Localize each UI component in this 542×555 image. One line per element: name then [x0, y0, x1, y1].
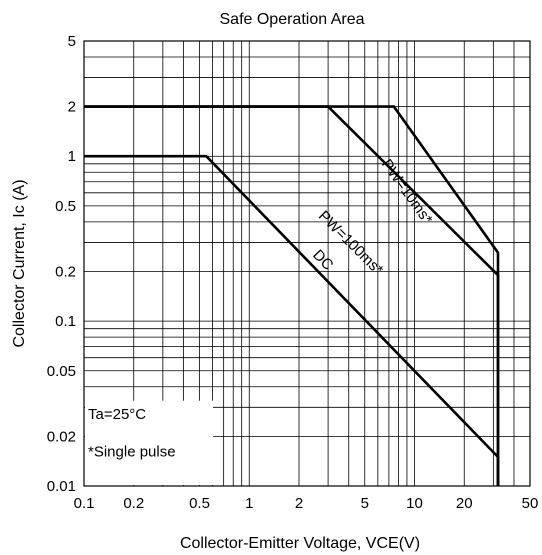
x-tick-label: 2 — [295, 495, 303, 512]
x-tick-label: 0.1 — [74, 495, 95, 512]
y-tick-label: 0.02 — [47, 428, 76, 445]
y-tick-label: 0.01 — [47, 478, 76, 495]
x-tick-label: 50 — [522, 495, 539, 512]
x-tick-label: 10 — [406, 495, 423, 512]
x-axis-label: Collector-Emitter Voltage, VCE(V) — [180, 535, 420, 552]
dc-label: DC — [309, 246, 336, 274]
y-tick-label: 2 — [68, 99, 76, 116]
y-tick-label: 0.5 — [55, 198, 76, 215]
pw-100ms-curve — [84, 105, 500, 486]
y-tick-label: 0.05 — [47, 363, 76, 380]
dc-curve — [84, 154, 500, 486]
y-tick-label: 5 — [68, 33, 76, 50]
ambient-temperature-note: Ta=25°C — [88, 406, 146, 423]
single-pulse-note: *Single pulse — [88, 443, 176, 460]
plot-frame — [83, 40, 531, 487]
tick-labels: 0.1 0.2 0.5 1 2 5 10 20 50 0.01 0.02 0.05 0.1 0.2 0.5 1… — [47, 33, 539, 512]
curves — [84, 105, 500, 486]
y-tick-label: 1 — [68, 148, 76, 165]
grid — [84, 41, 530, 486]
conditions-box-background — [85, 400, 213, 485]
x-tick-label: 1 — [245, 495, 253, 512]
y-tick-label: 0.2 — [55, 263, 76, 280]
y-axis-label: Collector Current, Ic (A) — [11, 179, 28, 347]
x-tick-label: 20 — [456, 495, 473, 512]
x-tick-label: 0.2 — [123, 495, 144, 512]
y-tick-label: 0.1 — [55, 313, 76, 330]
chart-title: Safe Operation Area — [220, 11, 365, 28]
x-tick-label: 5 — [361, 495, 369, 512]
x-tick-label: 0.5 — [189, 495, 210, 512]
